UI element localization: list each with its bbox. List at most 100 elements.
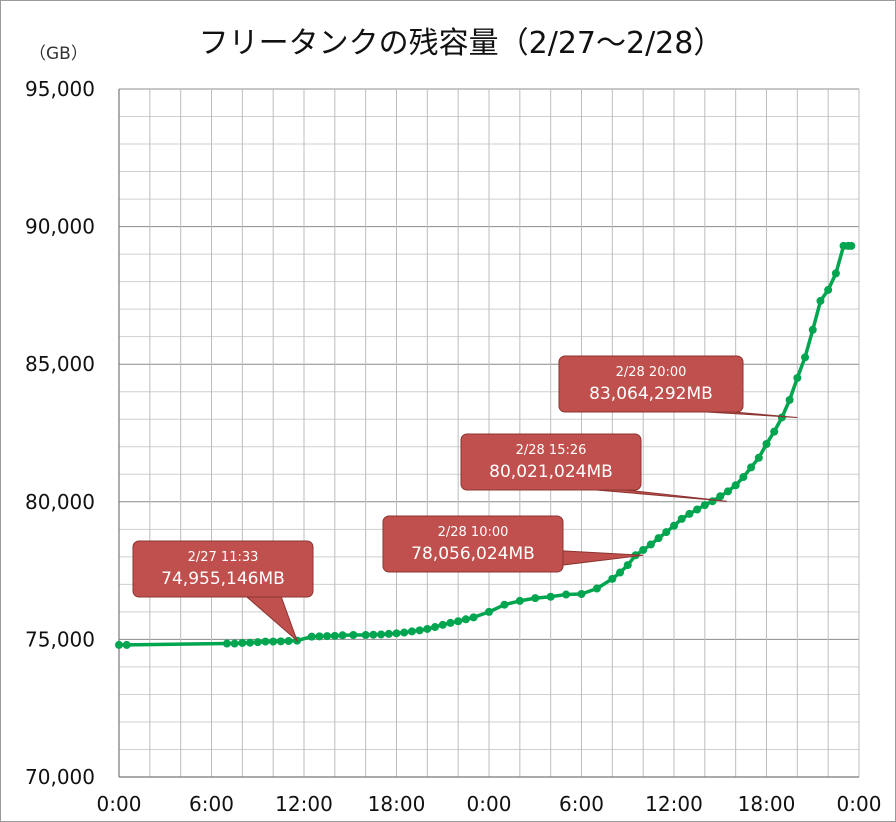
data-point (400, 628, 409, 637)
data-point (592, 584, 601, 593)
data-point (349, 630, 358, 639)
callout-box (460, 433, 642, 491)
data-point (747, 463, 756, 472)
axes (118, 89, 859, 778)
callout: 2/28 10:00 78,056,024MB (382, 515, 644, 573)
data-point (276, 637, 285, 646)
data-point (816, 296, 825, 305)
data-point (754, 453, 763, 462)
chart-title: フリータンクの残容量（2/27～2/28） (199, 26, 724, 61)
data-point (739, 473, 748, 482)
y-tick-label: 95,000 (25, 77, 95, 101)
data-point (654, 534, 663, 543)
data-point (793, 373, 802, 382)
data-point (731, 481, 740, 490)
data-point (670, 521, 678, 530)
data-point (723, 487, 732, 496)
x-tick-label: 6:00 (559, 792, 604, 816)
y-tick-label: 70,000 (25, 765, 95, 789)
data-point (446, 618, 455, 627)
data-point (808, 325, 817, 334)
y-tick-label: 75,000 (25, 627, 95, 651)
data-point (115, 640, 123, 649)
grid (118, 88, 860, 778)
data-point (577, 589, 586, 598)
callout-value: 80,021,024MB (489, 462, 613, 482)
data-point (407, 627, 416, 636)
data-point (623, 561, 632, 570)
y-tick-label: 80,000 (25, 490, 95, 514)
callout-pointer (243, 594, 299, 643)
data-point (693, 505, 702, 514)
data-point (369, 630, 378, 639)
data-point (469, 613, 478, 622)
data-point (384, 629, 393, 638)
callout-value: 78,056,024MB (411, 544, 535, 564)
data-point (246, 638, 255, 647)
callout-box (558, 355, 744, 413)
y-tick-label: 85,000 (25, 352, 95, 376)
x-tick-label: 0:00 (837, 792, 882, 816)
data-point (330, 631, 339, 640)
data-point (616, 568, 625, 577)
data-point (770, 427, 779, 436)
data-point (454, 617, 463, 626)
data-point (708, 497, 717, 506)
data-point (485, 607, 493, 616)
series-group (115, 241, 856, 649)
callouts: 2/27 11:33 74,955,146MB 2/28 10:00 78,056,0… (132, 355, 798, 643)
data-point (338, 631, 347, 640)
data-point (777, 413, 786, 422)
data-point (222, 639, 231, 648)
data-point (269, 637, 278, 646)
data-point (438, 620, 447, 629)
data-point (315, 632, 324, 641)
x-tick-label: 12:00 (645, 792, 703, 816)
data-point (700, 501, 709, 510)
x-axis-ticks: 0:00 6:00 12:00 18:00 0:00 6:00 12:00 18:00 0:00 (97, 792, 882, 816)
data-point (261, 637, 270, 646)
y-axis-unit-label: （GB） (29, 44, 88, 64)
data-point (662, 528, 671, 537)
data-point (608, 574, 617, 583)
data-point (284, 637, 293, 646)
data-point (238, 638, 247, 647)
data-point (785, 395, 794, 404)
data-point (423, 624, 432, 633)
data-point (546, 592, 555, 601)
callout-time: 2/28 10:00 (438, 525, 509, 540)
callout-time: 2/28 15:26 (516, 443, 587, 458)
data-point (323, 632, 332, 641)
callout: 2/28 20:00 83,064,292MB (558, 355, 798, 418)
callout-value: 74,955,146MB (161, 569, 285, 589)
x-tick-label: 18:00 (738, 792, 796, 816)
y-axis-ticks: 70,000 75,000 80,000 85,000 90,000 95,000 (25, 77, 95, 789)
data-point (500, 600, 509, 609)
data-point (392, 629, 401, 638)
callout-time: 2/27 11:33 (188, 550, 259, 565)
data-point (361, 630, 370, 639)
data-point (646, 540, 655, 549)
data-point (847, 241, 856, 250)
data-point (230, 639, 239, 648)
data-point (377, 630, 386, 639)
callout-value: 83,064,292MB (589, 384, 713, 404)
x-tick-label: 18:00 (368, 792, 426, 816)
data-point (824, 285, 833, 294)
data-point (531, 594, 540, 603)
x-tick-label: 12:00 (275, 792, 333, 816)
data-point (431, 623, 440, 632)
data-point (762, 440, 771, 449)
y-tick-label: 90,000 (25, 215, 95, 239)
callout-time: 2/28 20:00 (616, 365, 687, 380)
callout: 2/28 15:26 80,021,024MB (460, 433, 727, 502)
data-point (307, 632, 316, 641)
callout-box (382, 515, 564, 573)
data-point (677, 514, 686, 523)
callout: 2/27 11:33 74,955,146MB (132, 540, 314, 643)
data-point (639, 545, 648, 554)
data-point (461, 615, 470, 624)
data-point (716, 492, 725, 501)
